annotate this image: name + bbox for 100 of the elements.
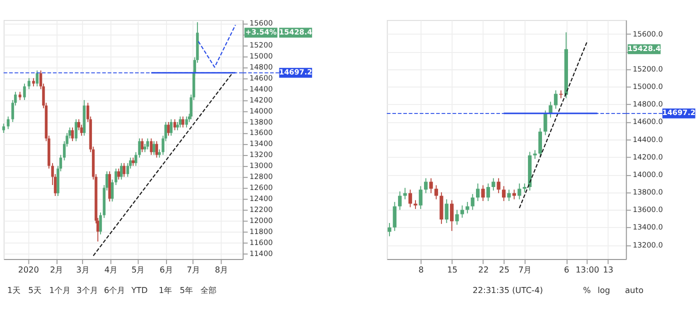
x-tick-label: 7月 xyxy=(186,264,200,274)
x-tick-label: 8 xyxy=(418,264,424,274)
candlestick xyxy=(507,189,511,202)
candlestick xyxy=(481,184,485,202)
y-tick-label: 14000.0 xyxy=(632,170,664,179)
y-tick-label: 15200 xyxy=(250,40,274,50)
y-tick-label: 14400 xyxy=(250,84,274,94)
candlestick xyxy=(117,168,120,180)
candlestick xyxy=(28,78,30,90)
candlestick xyxy=(418,186,422,210)
candlestick xyxy=(450,200,454,232)
candlestick xyxy=(408,189,412,208)
y-tick-label: 14000 xyxy=(250,106,274,116)
y-tick-label: 13400 xyxy=(250,139,274,148)
candlestick xyxy=(538,128,542,158)
text: 22:31:35 (UTC-4) xyxy=(472,284,543,295)
candlestick xyxy=(444,198,448,224)
text: 5天 xyxy=(28,284,42,295)
candlestick xyxy=(146,138,149,150)
candlestick xyxy=(544,110,548,136)
candlestick xyxy=(554,90,558,110)
candlestick xyxy=(512,189,516,200)
candlestick xyxy=(71,127,74,142)
text: 15428.4 xyxy=(628,44,661,53)
y-tick-label: 14200.0 xyxy=(632,152,664,162)
text: 1天 xyxy=(7,284,21,295)
text: 全部 xyxy=(200,284,217,295)
text: 3个月 xyxy=(76,284,98,295)
y-tick-label: 14800.0 xyxy=(632,100,664,109)
y-tick-label: 13600 xyxy=(250,128,274,138)
x-tick-label: 7月 xyxy=(518,264,532,274)
candlestick xyxy=(170,118,173,136)
candlestick xyxy=(470,194,474,210)
text: 1个月 xyxy=(49,284,71,295)
candlestick xyxy=(388,222,392,237)
x-tick-label: 25 xyxy=(499,264,510,274)
x-tick-label: 2月 xyxy=(50,264,64,274)
candlestick xyxy=(392,201,396,232)
y-tick-label: 14400.0 xyxy=(632,134,664,144)
x-tick-label: 22 xyxy=(478,264,489,274)
text: 1年 xyxy=(158,284,172,295)
text: 6个月 xyxy=(104,284,126,295)
y-tick-label: 14200 xyxy=(250,95,274,104)
text: auto xyxy=(625,284,644,295)
y-tick-label: 13600.0 xyxy=(632,205,664,214)
y-tick-label: 11600 xyxy=(250,238,274,247)
text: 5年 xyxy=(180,284,193,295)
ref-line-label: 14697.2 xyxy=(279,68,312,77)
y-tick-label: 14800 xyxy=(250,62,274,72)
candlestick xyxy=(502,186,506,202)
x-tick-label: 6 xyxy=(564,264,570,274)
candlestick xyxy=(486,183,490,202)
candlestick xyxy=(518,183,522,200)
y-tick-label: 12400 xyxy=(250,194,274,204)
candlestick xyxy=(185,116,188,128)
y-tick-label: 13800.0 xyxy=(632,188,664,197)
text: +3.54% xyxy=(245,28,278,37)
y-tick-label: 15600.0 xyxy=(632,29,664,38)
y-tick-label: 13200 xyxy=(250,150,274,160)
y-tick-label: 12200 xyxy=(250,204,274,214)
x-tick-label: 5月 xyxy=(132,264,145,274)
candlestick xyxy=(178,116,182,128)
x-tick-label: 4月 xyxy=(104,264,118,274)
candlestick xyxy=(152,140,156,156)
candlestick xyxy=(429,178,433,194)
candlestick xyxy=(434,184,438,200)
y-tick-label: 13400.0 xyxy=(632,222,664,232)
candlestick xyxy=(150,138,153,156)
y-tick-label: 15200.0 xyxy=(632,64,664,74)
candlestick xyxy=(496,178,500,194)
y-tick-label: 15000 xyxy=(250,51,274,60)
candlestick xyxy=(173,118,176,131)
candlestick xyxy=(492,178,496,191)
candlestick xyxy=(440,192,444,224)
y-tick-label: 13200.0 xyxy=(632,240,664,250)
y-tick-label: 11400 xyxy=(250,248,274,258)
candlestick xyxy=(122,162,126,178)
candlestick xyxy=(398,190,402,210)
text: YTD xyxy=(130,284,148,295)
text: log xyxy=(598,284,610,295)
y-tick-label: 12000 xyxy=(250,216,274,225)
x-tick-label: 13 xyxy=(602,264,614,274)
candlestick xyxy=(74,118,78,142)
y-tick-label: 11800 xyxy=(250,226,274,236)
y-tick-label: 12600 xyxy=(250,183,274,192)
x-tick-label: 8月 xyxy=(214,264,228,274)
x-tick-label: 2020 xyxy=(18,264,39,274)
candlestick xyxy=(182,116,184,128)
x-tick-label: 6月 xyxy=(160,264,173,274)
candlestick xyxy=(140,138,144,153)
x-tick-label: 15 xyxy=(447,264,458,274)
y-tick-label: 15600 xyxy=(250,18,274,28)
y-tick-label: 14600 xyxy=(250,73,274,82)
candlestick xyxy=(424,178,428,194)
candlestick xyxy=(455,209,459,226)
y-tick-label: 14600.0 xyxy=(632,117,664,126)
candlestick xyxy=(23,83,26,101)
candlestick xyxy=(6,116,10,130)
x-tick-label: 3月 xyxy=(76,264,90,274)
ref-line-label: 14697.2 xyxy=(662,108,696,118)
